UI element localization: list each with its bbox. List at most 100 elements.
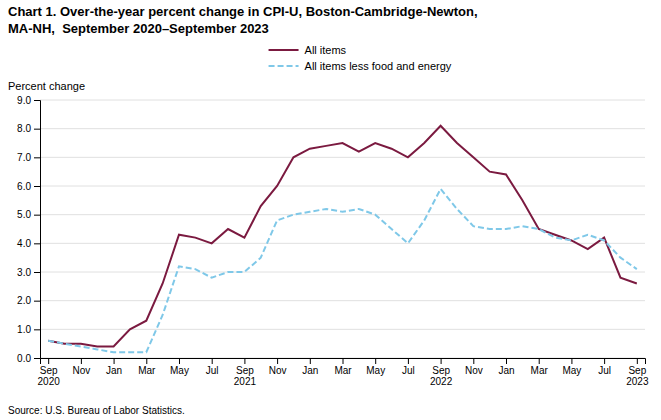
x-tick-label: Jul — [402, 365, 415, 376]
x-tick: Jul — [598, 358, 611, 376]
y-tick-mark — [34, 358, 40, 359]
y-tick: 6.0 — [17, 181, 40, 192]
x-axis: Sep2020 Nov Jan Mar May Jul Sep2021 Nov Jan Mar Ma… — [38, 358, 649, 387]
grid-line — [40, 272, 645, 273]
x-axis-line — [41, 359, 646, 365]
y-tick-label: 6.0 — [17, 181, 31, 192]
x-tick-mark — [637, 358, 638, 364]
x-tick-label: Jul — [206, 365, 219, 376]
grid-line — [40, 157, 645, 158]
x-tick-label: Mar — [138, 365, 156, 376]
y-tick-label: 9.0 — [17, 95, 31, 106]
chart: Chart 1. Over-the-year percent change in… — [0, 0, 661, 420]
annotation: Source: U.S. Bureau of Labor Statistics. — [8, 405, 185, 416]
x-tick-mark — [81, 358, 82, 364]
y-axis-line — [34, 101, 41, 359]
x-tick: Sep2022 — [430, 358, 453, 387]
title: Chart 1. Over-the-year percent change in… — [8, 4, 478, 36]
x-tick-mark — [604, 358, 605, 364]
y-tick-mark — [34, 186, 40, 187]
y-tick-label: 3.0 — [17, 267, 31, 278]
series-line — [48, 189, 637, 352]
x-tick: Sep2021 — [234, 358, 257, 387]
y-tick-label: 0.0 — [17, 353, 31, 364]
y-tick-label: 8.0 — [17, 123, 31, 134]
y-tick-label: 2.0 — [17, 295, 31, 306]
x-tick-mark — [114, 358, 115, 364]
y-tick: 3.0 — [17, 267, 40, 278]
x-tick-label: Nov — [269, 365, 287, 376]
x-tick-label: May — [170, 365, 189, 376]
plot: 0.0 1.0 2.0 3.0 4.0 5.0 6.0 7.0 8.0 9.0 Sep2020 Nov… — [17, 95, 649, 387]
x-tick-label: Jan — [302, 365, 318, 376]
x-tick-mark — [179, 358, 180, 364]
x-tick-label: Jan — [498, 365, 514, 376]
x-tick: Jan — [106, 358, 122, 376]
x-tick-label: May — [562, 365, 581, 376]
x-tick: Mar — [531, 358, 549, 376]
x-tick-label: Jul — [598, 365, 611, 376]
y-tick-mark — [34, 100, 40, 101]
x-tick-label: Sep2023 — [626, 365, 649, 387]
x-tick: Nov — [269, 358, 287, 376]
legend-item: All items less food and energy — [269, 60, 452, 72]
x-tick: Sep2023 — [626, 358, 649, 387]
y-tick: 5.0 — [17, 209, 40, 220]
y-tick: 9.0 — [17, 95, 40, 106]
y-tick: 1.0 — [17, 324, 40, 335]
y-tick-mark — [34, 129, 40, 130]
lines — [48, 126, 637, 352]
x-tick: Nov — [465, 358, 483, 376]
y-tick-mark — [34, 215, 40, 216]
x-tick-mark — [473, 358, 474, 364]
x-tick-mark — [310, 358, 311, 364]
x-tick: Jan — [498, 358, 514, 376]
series-line — [48, 126, 637, 347]
legend-label: All items less food and energy — [305, 60, 452, 72]
grid-line — [40, 100, 645, 101]
x-tick: Mar — [138, 358, 156, 376]
x-tick-mark — [441, 358, 442, 364]
y-tick: 2.0 — [17, 295, 40, 306]
x-tick-label: May — [366, 365, 385, 376]
legend-swatch — [269, 49, 299, 51]
x-tick: Jan — [302, 358, 318, 376]
x-tick-mark — [343, 358, 344, 364]
x-tick-label: Nov — [72, 365, 90, 376]
y-axis: 0.0 1.0 2.0 3.0 4.0 5.0 6.0 7.0 8.0 9.0 — [17, 95, 40, 364]
x-tick-mark — [571, 358, 572, 364]
x-tick-label: Sep2021 — [234, 365, 257, 387]
y-tick-mark — [34, 157, 40, 158]
x-tick-label: Nov — [465, 365, 483, 376]
y-tick-label: 4.0 — [17, 238, 31, 249]
legend: All items All items less food and energy — [269, 44, 452, 72]
y-axis-title: Percent change — [8, 80, 85, 92]
x-tick-label: Sep2022 — [430, 365, 453, 387]
grid-line — [40, 128, 645, 129]
y-tick-mark — [34, 329, 40, 330]
x-tick: May — [366, 358, 385, 376]
y-tick-mark — [34, 301, 40, 302]
x-tick-mark — [539, 358, 540, 364]
x-tick-label: Mar — [531, 365, 549, 376]
y-tick-label: 7.0 — [17, 152, 31, 163]
grid-line — [40, 243, 645, 244]
grid-line — [40, 300, 645, 301]
x-tick: Nov — [72, 358, 90, 376]
x-tick-mark — [277, 358, 278, 364]
y-tick: 8.0 — [17, 123, 40, 134]
x-tick-label: Jan — [106, 365, 122, 376]
y-tick: 7.0 — [17, 152, 40, 163]
x-tick: Sep2020 — [38, 358, 61, 387]
legend-label: All items — [305, 44, 347, 56]
y-tick-label: 5.0 — [17, 209, 31, 220]
x-tick-mark — [506, 358, 507, 364]
y-tick-mark — [34, 243, 40, 244]
x-tick-mark — [48, 358, 49, 364]
grid — [40, 100, 645, 358]
x-tick-label: Sep2020 — [38, 365, 61, 387]
legend-swatch — [269, 65, 299, 67]
y-tick: 0.0 — [17, 353, 40, 364]
x-tick: Jul — [206, 358, 219, 376]
x-tick: May — [562, 358, 581, 376]
